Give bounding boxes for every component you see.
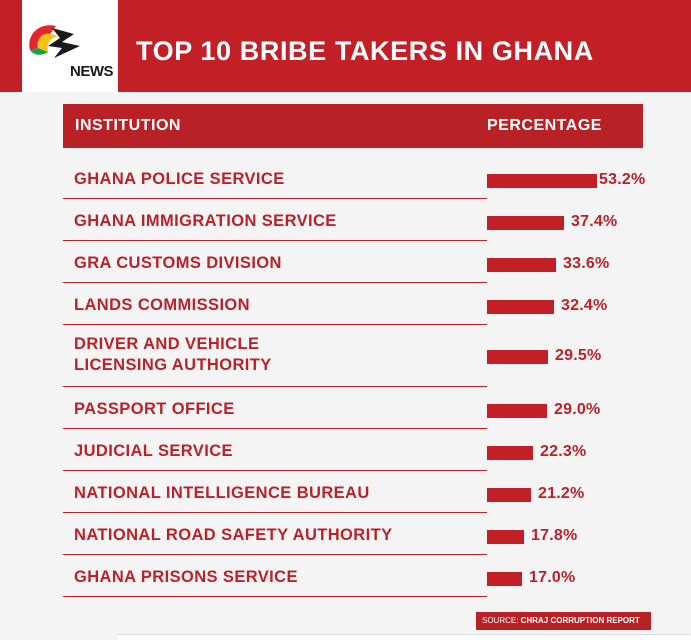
row-divider (63, 512, 487, 513)
page-title: TOP 10 BRIBE TAKERS IN GHANA (136, 36, 594, 66)
row-divider (63, 386, 487, 387)
bar-value-label: 21.2% (538, 485, 585, 502)
row-label: GHANA IMMIGRATION SERVICE (74, 212, 337, 230)
row-label: LANDS COMMISSION (74, 296, 250, 314)
row-divider (63, 324, 487, 325)
row-label: PASSPORT OFFICE (74, 400, 235, 418)
row-label: GHANA POLICE SERVICE (74, 170, 285, 188)
bar-value-label: 53.2% (599, 171, 646, 188)
table-row: GHANA IMMIGRATION SERVICE (63, 200, 643, 242)
column-header-percentage: PERCENTAGE (487, 117, 602, 134)
table-row: DRIVER AND VEHICLE LICENSING AUTHORITY (63, 326, 643, 388)
row-label: DRIVER AND VEHICLE LICENSING AUTHORITY (74, 335, 272, 374)
row-divider (63, 554, 487, 555)
table-header: INSTITUTION PERCENTAGE (63, 104, 643, 148)
bar (487, 350, 548, 364)
bar-value-label: 17.8% (531, 527, 578, 544)
bar (487, 572, 522, 586)
bar-value-label: 29.0% (554, 401, 601, 418)
row-label: NATIONAL ROAD SAFETY AUTHORITY (74, 526, 393, 544)
row-label: GHANA PRISONS SERVICE (74, 568, 298, 586)
bar-value-label: 29.5% (555, 347, 602, 364)
row-divider (63, 470, 487, 471)
table-row: NATIONAL ROAD SAFETY AUTHORITY (63, 514, 643, 556)
bar (487, 216, 564, 230)
bar (487, 446, 533, 460)
column-header-institution: INSTITUTION (75, 117, 181, 134)
row-divider (63, 428, 487, 429)
bar-value-label: 33.6% (563, 255, 610, 272)
bar (487, 258, 556, 272)
bar (487, 488, 531, 502)
source-badge: SOURCE: CHRAJ CORRUPTION REPORT (476, 612, 651, 630)
bar (487, 404, 547, 418)
row-divider (63, 282, 487, 283)
bar (487, 174, 597, 188)
bar-value-label: 22.3% (540, 443, 587, 460)
bar-value-label: 37.4% (571, 213, 618, 230)
table-row: LANDS COMMISSION (63, 284, 643, 326)
table-row: JUDICIAL SERVICE (63, 430, 643, 472)
bar-value-label: 32.4% (561, 297, 608, 314)
bar (487, 530, 524, 544)
bar (487, 300, 554, 314)
bar-value-label: 17.0% (529, 569, 576, 586)
table-row: PASSPORT OFFICE (63, 388, 643, 430)
logo-text: NEWS (70, 63, 114, 80)
source-prefix: SOURCE: (482, 616, 521, 625)
row-label: NATIONAL INTELLIGENCE BUREAU (74, 484, 370, 502)
bottom-strip (118, 634, 690, 640)
table-row: GRA CUSTOMS DIVISION (63, 242, 643, 284)
row-label: GRA CUSTOMS DIVISION (74, 254, 282, 272)
source-name: CHRAJ CORRUPTION REPORT (520, 616, 640, 625)
table-row: GHANA PRISONS SERVICE (63, 556, 643, 598)
header-banner: NEWS TOP 10 BRIBE TAKERS IN GHANA (0, 0, 691, 92)
table-row: NATIONAL INTELLIGENCE BUREAU (63, 472, 643, 514)
logo-swoosh-icon (29, 25, 80, 58)
logo: NEWS (22, 0, 118, 92)
row-label: JUDICIAL SERVICE (74, 442, 233, 460)
table-row: GHANA POLICE SERVICE (63, 158, 643, 200)
row-divider (63, 198, 487, 199)
row-divider (63, 240, 487, 241)
row-divider (63, 596, 487, 597)
